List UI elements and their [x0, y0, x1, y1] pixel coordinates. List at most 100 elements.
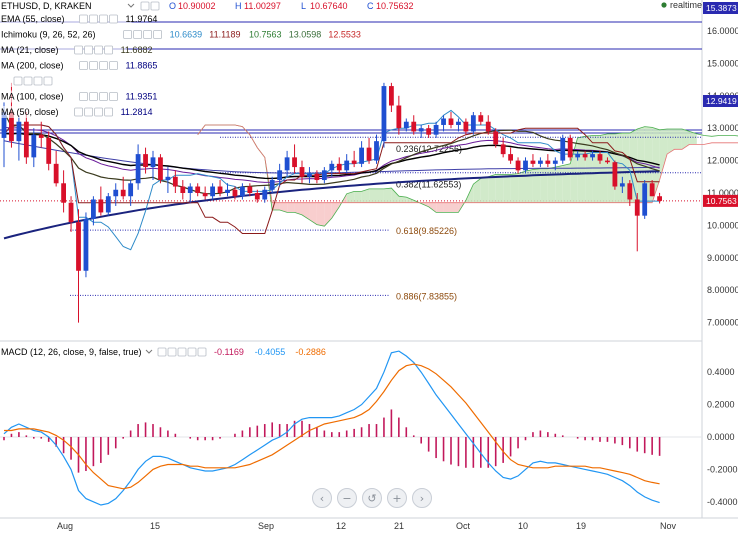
scroll-right-icon[interactable]	[412, 488, 432, 508]
control-icon[interactable]	[109, 92, 118, 101]
ohlc-key: O	[169, 1, 176, 11]
control-icon[interactable]	[104, 107, 113, 117]
scroll-left-button[interactable]: ‹	[312, 488, 332, 508]
control-icon[interactable]	[143, 30, 153, 39]
control-icon[interactable]	[79, 92, 88, 101]
control-icon[interactable]	[197, 347, 207, 357]
zoom-in-icon[interactable]	[387, 488, 407, 508]
candle-body	[143, 154, 148, 168]
control-icon[interactable]	[99, 14, 108, 24]
macd-tick-label: -0.2000	[707, 464, 738, 474]
date-tick-label: 15	[150, 521, 160, 531]
fib-label: 0.618(9.85226)	[396, 226, 457, 236]
control-icon[interactable]	[177, 347, 187, 357]
candle-body	[165, 176, 171, 181]
control-icon[interactable]	[89, 61, 98, 70]
control-icon[interactable]	[43, 76, 53, 86]
cloud-segment	[674, 129, 682, 150]
navigation-controls[interactable]: ‹ − ↺ + ›	[312, 488, 432, 508]
indicator-label: EMA (55, close)	[1, 14, 65, 24]
candle-body	[53, 163, 59, 184]
candle-body	[158, 157, 163, 181]
control-icon[interactable]	[79, 14, 88, 24]
cloud-segment	[555, 165, 563, 203]
cloud-segment	[331, 202, 340, 219]
candle-body	[351, 160, 357, 164]
cloud-segment	[510, 173, 519, 203]
cloud-segment	[547, 167, 556, 203]
candle-body	[217, 186, 223, 193]
fib-label: 0.886(7.83855)	[396, 291, 457, 301]
fib-label: 0.382(11.62553)	[396, 180, 461, 190]
signal-line	[4, 363, 660, 490]
legend-row-bg	[0, 90, 132, 103]
price-tag	[703, 194, 738, 207]
candle-body	[76, 222, 81, 271]
control-icon[interactable]	[89, 92, 98, 101]
candle-body	[195, 186, 201, 193]
candle-body	[396, 105, 402, 129]
control-icon[interactable]	[13, 76, 23, 86]
control-icon[interactable]	[99, 92, 108, 101]
control-icon[interactable]	[157, 347, 167, 357]
cloud-segment	[279, 202, 288, 213]
macd-line	[3, 350, 660, 506]
candle-body	[210, 186, 215, 197]
candle-body	[277, 170, 283, 181]
macd-tick-label: 0.0000	[707, 432, 735, 442]
control-icon[interactable]	[153, 30, 163, 39]
ohlc-key: L	[301, 1, 306, 11]
candle-body	[16, 121, 22, 142]
ohlc-value: 11.00297	[244, 1, 281, 11]
candle-body	[23, 121, 29, 158]
control-icon[interactable]	[109, 14, 118, 24]
control-icon[interactable]	[89, 14, 98, 24]
ma200-line	[3, 170, 660, 240]
control-icon[interactable]	[74, 107, 83, 117]
candle-body	[433, 124, 439, 135]
control-icon[interactable]	[84, 45, 93, 55]
control-icon[interactable]	[94, 45, 103, 55]
control-icon[interactable]	[23, 76, 33, 86]
cloud-segment	[562, 163, 571, 203]
cloud-segment	[346, 191, 355, 203]
candle-body	[478, 115, 484, 122]
cloud-segment	[585, 135, 593, 203]
cloud-segment	[525, 169, 533, 203]
control-icon[interactable]	[94, 107, 103, 117]
zoom-in-button[interactable]: +	[387, 488, 407, 508]
reset-button[interactable]: ↺	[362, 488, 382, 508]
control-icon[interactable]	[84, 107, 93, 117]
control-icon[interactable]	[109, 61, 118, 70]
ohlc-value: 10.75632	[376, 1, 414, 11]
control-icon[interactable]	[140, 1, 150, 11]
chevron-down-icon[interactable]	[145, 349, 153, 354]
control-icon[interactable]	[99, 61, 108, 70]
cloud-segment	[324, 202, 332, 227]
chevron-down-icon[interactable]	[127, 3, 135, 8]
price-tick-label: 7.00000	[707, 318, 738, 328]
ohlc-value: 10.90002	[178, 1, 216, 11]
candle-body	[627, 183, 633, 200]
zoom-out-button[interactable]: −	[337, 488, 357, 508]
control-icon[interactable]	[104, 45, 113, 55]
scroll-left-icon[interactable]	[312, 488, 332, 508]
indicator-value: 12.5533	[328, 30, 361, 40]
control-icon[interactable]	[79, 61, 88, 70]
scroll-right-button[interactable]: ›	[412, 488, 432, 508]
cloud-segment	[354, 191, 362, 203]
indicator-label: MA (200, close)	[1, 61, 64, 71]
control-icon[interactable]	[74, 45, 83, 55]
control-icon[interactable]	[123, 30, 132, 39]
zoom-out-icon[interactable]	[337, 488, 357, 508]
ohlc-key: C	[367, 1, 374, 11]
control-icon[interactable]	[33, 76, 43, 86]
reset-icon[interactable]	[362, 488, 382, 508]
control-icon[interactable]	[150, 1, 160, 11]
control-icon[interactable]	[187, 347, 197, 357]
control-icon[interactable]	[133, 30, 143, 39]
control-icon[interactable]	[167, 347, 177, 357]
